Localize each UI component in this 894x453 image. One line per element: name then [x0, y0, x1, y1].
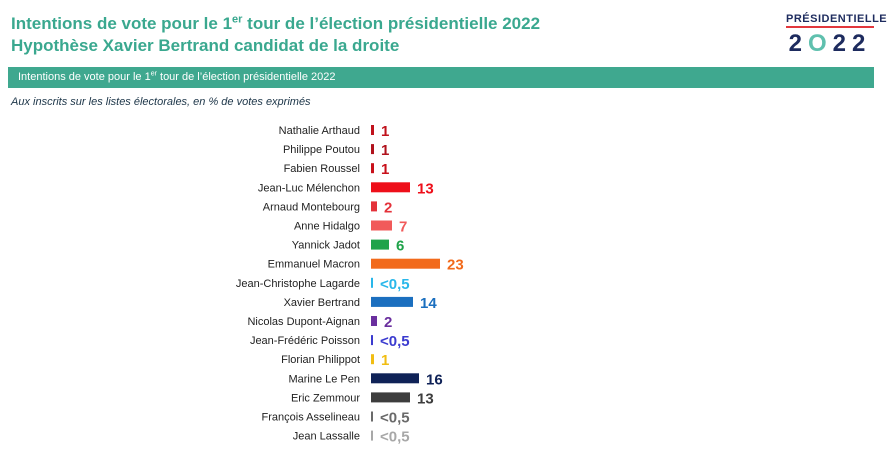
logo-text: PRÉSIDENTIELLE	[786, 13, 887, 28]
chart-title: Intentions de vote pour le 1er tour de l…	[11, 13, 731, 57]
bar	[371, 392, 410, 403]
section-banner: Intentions de vote pour le 1er tour de l…	[8, 67, 874, 88]
category-label: Jean-Frédéric Poisson	[250, 335, 360, 347]
category-label: Xavier Bertrand	[284, 297, 360, 309]
data-label: 23	[447, 257, 464, 274]
category-label: Fabien Roussel	[284, 163, 360, 175]
bar	[371, 220, 392, 231]
chart-subtitle: Aux inscrits sur les listes électorales,…	[11, 96, 311, 108]
category-label: Nicolas Dupont-Aignan	[247, 316, 360, 328]
data-label: <0,5	[380, 333, 410, 350]
logo-year: 2O22	[788, 30, 872, 57]
bar	[371, 335, 373, 346]
bar	[371, 258, 440, 269]
category-label: Jean-Christophe Lagarde	[236, 278, 360, 290]
bar	[371, 182, 410, 193]
title-line-2: Hypothèse Xavier Bertrand candidat de la…	[11, 36, 400, 55]
bar	[371, 373, 419, 384]
category-label: Nathalie Arthaud	[279, 125, 360, 137]
data-label: 16	[426, 371, 443, 388]
data-label: 1	[381, 142, 389, 159]
category-label: Arnaud Montebourg	[263, 201, 360, 213]
bar	[371, 430, 373, 441]
category-label: Florian Philippot	[281, 354, 360, 366]
category-label: Eric Zemmour	[291, 392, 360, 404]
data-label: 13	[417, 390, 434, 407]
bar	[371, 125, 374, 135]
data-label: <0,5	[380, 410, 410, 427]
category-label: Anne Hidalgo	[294, 221, 360, 233]
data-label: 1	[381, 161, 389, 178]
bar	[371, 201, 377, 212]
data-label: 1	[381, 352, 389, 369]
data-label: 1	[381, 123, 389, 140]
category-label: Emmanuel Macron	[268, 259, 360, 271]
data-label: 13	[417, 180, 434, 197]
category-label: François Asselineau	[262, 412, 360, 424]
category-label: Philippe Poutou	[283, 144, 360, 156]
presidentielle-logo: PRÉSIDENTIELLE 2O22	[780, 13, 887, 58]
data-label: 2	[384, 199, 392, 216]
category-label: Yannick Jadot	[292, 240, 360, 252]
bar	[371, 239, 389, 250]
bar	[371, 316, 377, 326]
data-label: 14	[420, 295, 437, 312]
data-label: <0,5	[380, 429, 410, 446]
data-label: 6	[396, 238, 404, 255]
bar	[371, 354, 374, 365]
bar	[371, 296, 413, 307]
bar	[371, 163, 374, 174]
bar	[371, 277, 373, 288]
bar	[371, 411, 373, 422]
data-label: 2	[384, 314, 392, 331]
category-label: Marine Le Pen	[288, 373, 360, 385]
title-line-1: Intentions de vote pour le 1er tour de l…	[11, 13, 541, 33]
category-label: Jean-Luc Mélenchon	[258, 182, 360, 194]
category-label: Jean Lassalle	[293, 431, 360, 443]
data-label: 7	[399, 219, 407, 236]
data-label: <0,5	[380, 276, 410, 293]
bar	[371, 144, 374, 155]
